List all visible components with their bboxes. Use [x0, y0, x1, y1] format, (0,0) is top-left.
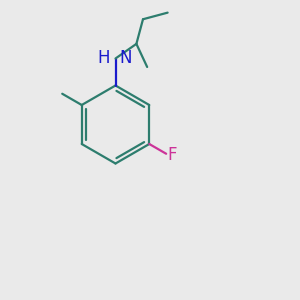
Text: F: F	[168, 146, 177, 164]
Text: H: H	[98, 49, 110, 67]
Text: N: N	[119, 49, 132, 67]
